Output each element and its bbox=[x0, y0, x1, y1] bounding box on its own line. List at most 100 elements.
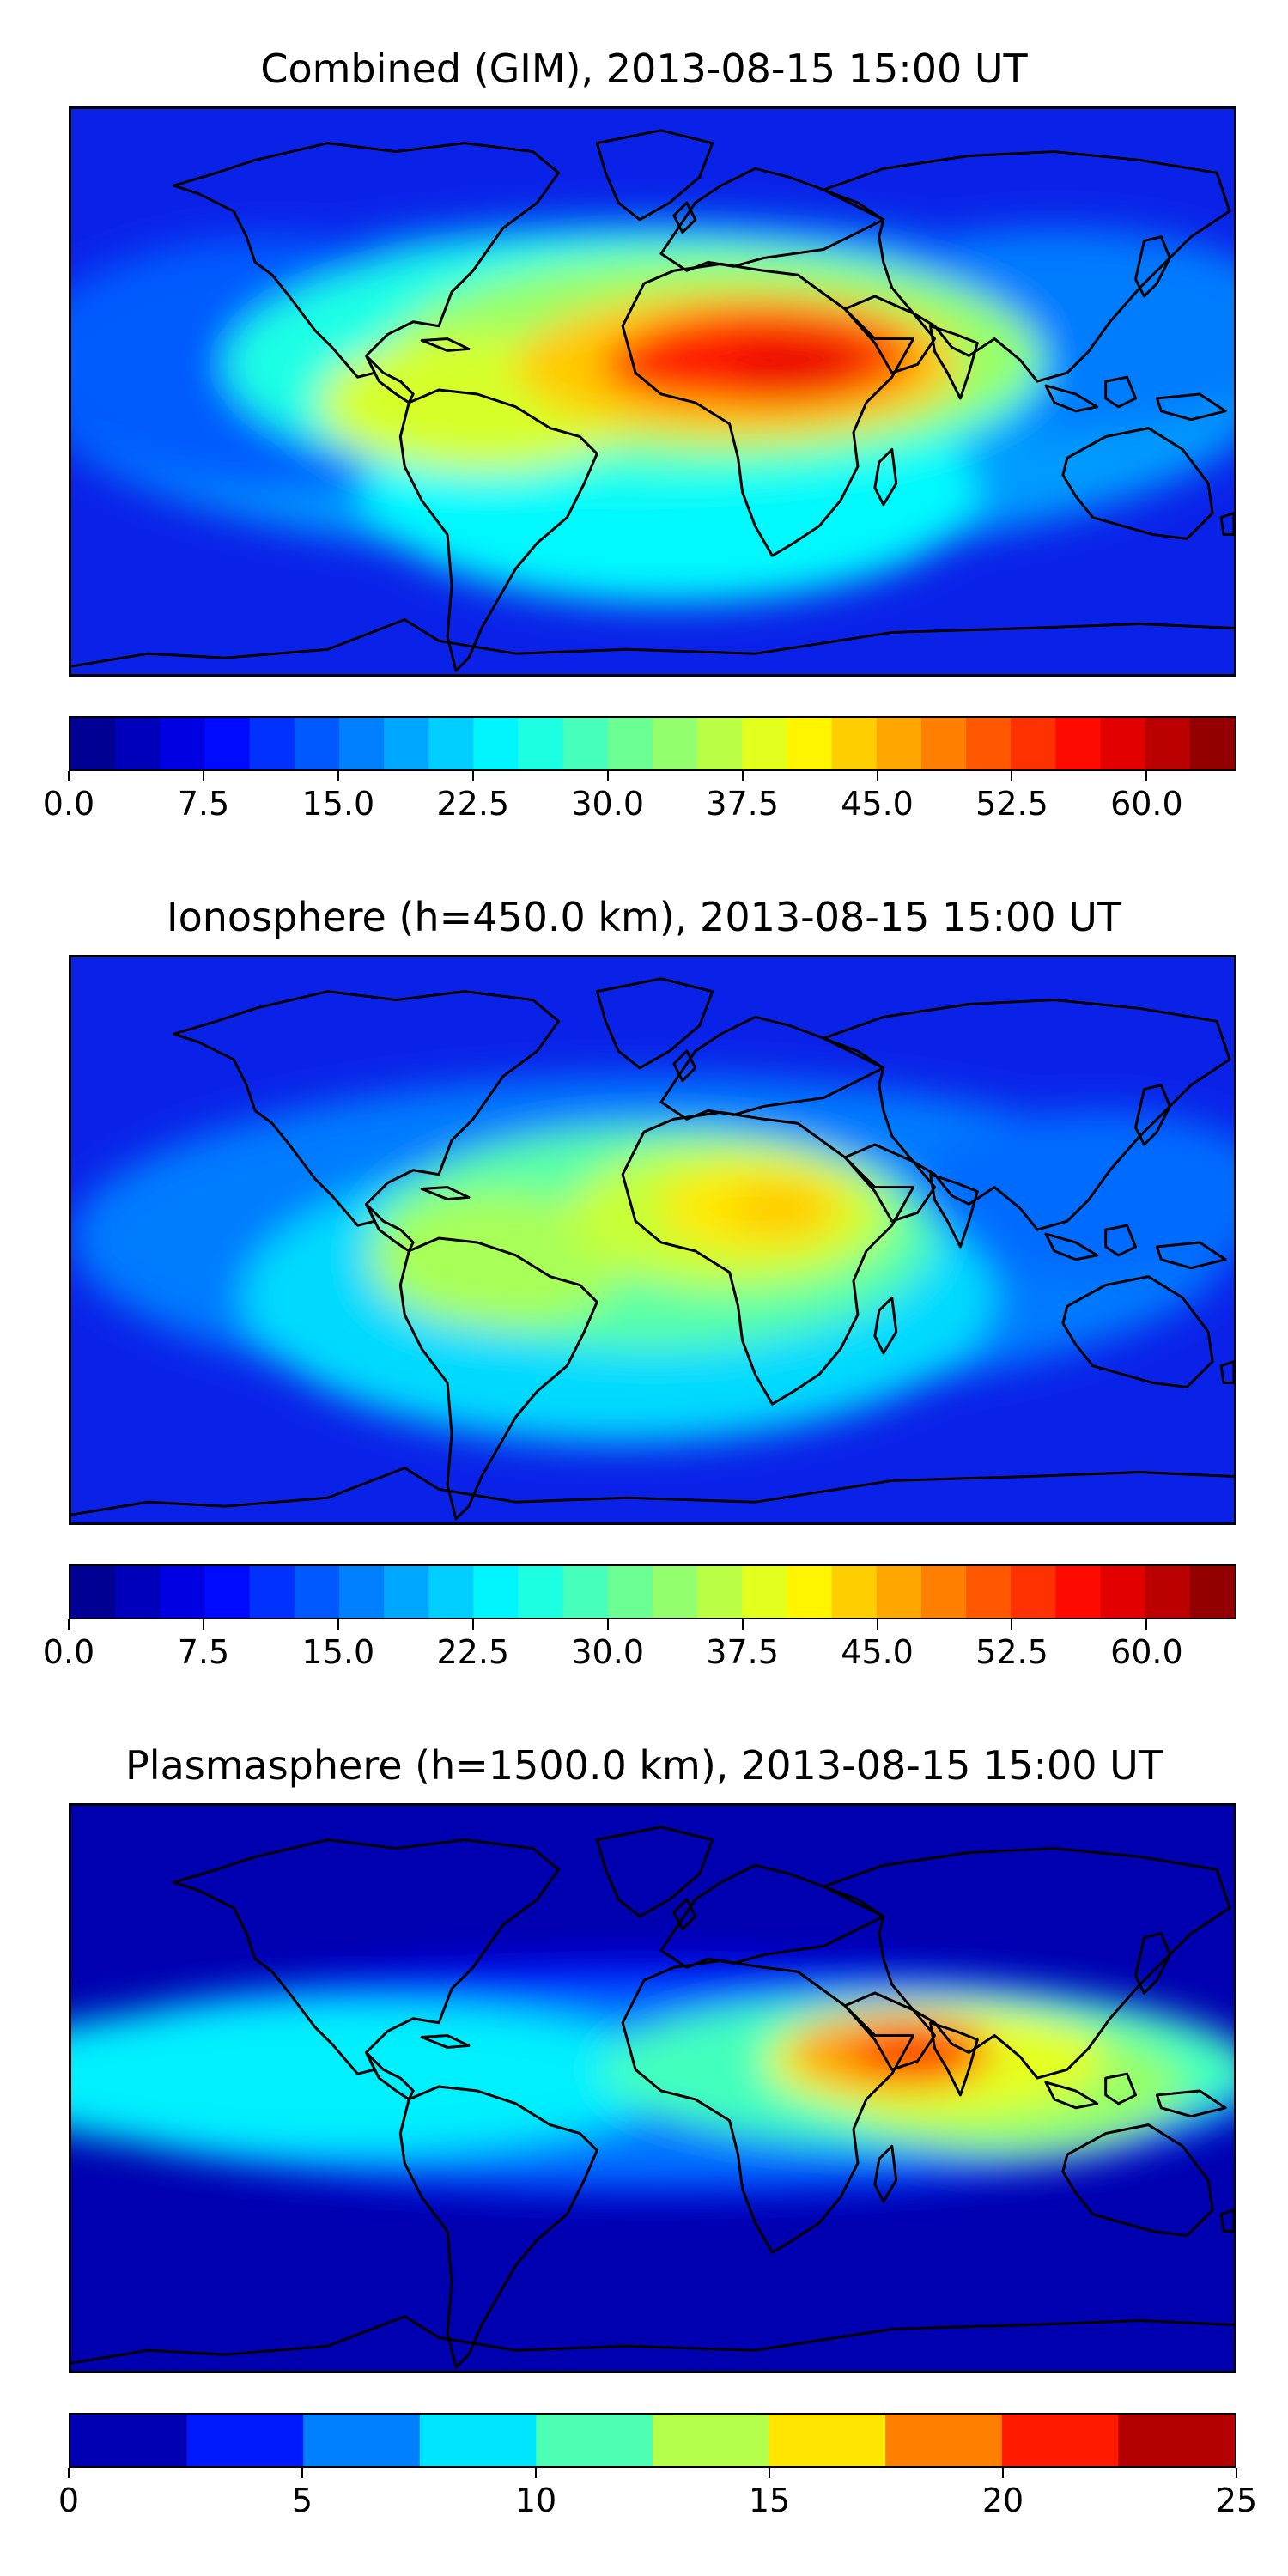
colorbar-swatch bbox=[473, 1566, 519, 1618]
colorbar-tick-mark bbox=[337, 1619, 339, 1630]
colorbar-swatch bbox=[742, 1566, 787, 1618]
colorbar-swatch bbox=[876, 718, 922, 769]
colorbar-tick-label: 30.0 bbox=[571, 785, 644, 823]
colorbar-swatch bbox=[536, 2415, 653, 2466]
colorbar-tick-label: 10 bbox=[514, 2482, 557, 2519]
value-field bbox=[71, 1076, 1234, 1443]
colorbar-swatch bbox=[920, 1566, 967, 1618]
value-contour bbox=[729, 1182, 833, 1235]
colorbar-tick-mark bbox=[202, 1619, 204, 1630]
colorbar-swatch bbox=[1118, 2415, 1235, 2466]
colorbar-tick-label: 0.0 bbox=[42, 1633, 95, 1671]
colorbar-tick-label: 60.0 bbox=[1110, 785, 1183, 823]
colorbar-tick-mark bbox=[1145, 771, 1148, 781]
colorbar-swatch bbox=[428, 1566, 474, 1618]
colorbar-tick-label: 15.0 bbox=[301, 1633, 375, 1671]
colorbar-tick-mark bbox=[741, 1619, 744, 1630]
colorbar-ticks-ionosphere: 0.0 7.5 15.0 22.5 30.0 37.5 45.0 52.5 60.0 bbox=[43, 1619, 1236, 1671]
colorbar-swatch bbox=[204, 1566, 251, 1618]
colorbar-swatch bbox=[607, 1566, 653, 1618]
colorbar-ionosphere bbox=[69, 1564, 1236, 1619]
colorbar-tick-mark bbox=[68, 1619, 70, 1630]
colorbar-tick-mark bbox=[337, 771, 339, 781]
colorbar-swatch bbox=[294, 718, 340, 769]
colorbar-combined bbox=[69, 716, 1236, 771]
map-ionosphere bbox=[69, 955, 1236, 1525]
colorbar-swatch bbox=[562, 718, 609, 769]
value-contour bbox=[729, 334, 866, 394]
colorbar-swatch bbox=[1145, 1566, 1191, 1618]
colorbar-tick-label: 0 bbox=[58, 2482, 80, 2519]
colorbar-tick-label: 0.0 bbox=[42, 785, 95, 823]
colorbar-swatch bbox=[769, 2415, 886, 2466]
colorbar-tick-label: 45.0 bbox=[841, 785, 914, 823]
colorbar-swatch bbox=[607, 718, 653, 769]
colorbar-swatch bbox=[303, 2415, 421, 2466]
colorbar-tick-mark bbox=[1145, 1619, 1148, 1630]
colorbar-tick-mark bbox=[876, 1619, 878, 1630]
value-field bbox=[71, 1959, 1234, 2197]
colorbar-swatch bbox=[1011, 1566, 1056, 1618]
colorbar-swatch bbox=[966, 1566, 1012, 1618]
map-svg-ionosphere bbox=[71, 957, 1234, 1522]
colorbar-swatch bbox=[115, 718, 161, 769]
colorbar-swatch bbox=[160, 718, 205, 769]
colorbar-swatch bbox=[1055, 1566, 1102, 1618]
colorbar-swatch bbox=[419, 2415, 537, 2466]
colorbar-tick-label: 15 bbox=[748, 2482, 791, 2519]
colorbar-swatch bbox=[294, 1566, 340, 1618]
colorbar-tick-label: 52.5 bbox=[975, 785, 1048, 823]
chart-title-ionosphere: Ionosphere (h=450.0 km), 2013-08-15 15:0… bbox=[167, 894, 1121, 940]
colorbar-swatch bbox=[653, 718, 698, 769]
colorbar-tick-label: 5 bbox=[291, 2482, 313, 2519]
colorbar-tick-mark bbox=[876, 771, 878, 781]
colorbar-swatch bbox=[384, 1566, 429, 1618]
value-contour bbox=[908, 1110, 1234, 1281]
chart-title-combined: Combined (GIM), 2013-08-15 15:00 UT bbox=[260, 46, 1028, 92]
colorbar-swatch bbox=[742, 718, 787, 769]
value-field bbox=[71, 219, 1234, 603]
colorbar-tick-label: 22.5 bbox=[436, 1633, 510, 1671]
colorbar-swatch bbox=[787, 1566, 833, 1618]
colorbar-swatch bbox=[384, 718, 429, 769]
colorbar-swatches bbox=[70, 718, 1235, 769]
colorbar-swatch bbox=[1100, 718, 1146, 769]
colorbar-tick-label: 7.5 bbox=[177, 785, 230, 823]
colorbar-swatch bbox=[787, 718, 833, 769]
colorbar-tick-mark bbox=[471, 1619, 474, 1630]
colorbar-swatch bbox=[428, 718, 474, 769]
colorbar-tick-mark bbox=[1011, 771, 1013, 781]
colorbar-swatch bbox=[160, 1566, 205, 1618]
colorbar-tick-mark bbox=[1002, 2468, 1004, 2478]
colorbar-swatch bbox=[1189, 1566, 1235, 1618]
colorbar-plasmasphere bbox=[69, 2413, 1236, 2468]
colorbar-tick-mark bbox=[606, 771, 609, 781]
colorbar-swatch bbox=[186, 2415, 304, 2466]
colorbar-tick-mark bbox=[535, 2468, 537, 2478]
colorbar-tick-mark bbox=[1236, 2468, 1237, 2478]
colorbar-tick-label: 37.5 bbox=[706, 785, 779, 823]
value-contour bbox=[370, 1191, 628, 1328]
colorbar-swatch bbox=[562, 1566, 609, 1618]
colorbar-swatch bbox=[518, 718, 564, 769]
colorbar-swatch bbox=[1100, 1566, 1146, 1618]
colorbar-swatch bbox=[831, 1566, 878, 1618]
colorbar-tick-label: 52.5 bbox=[975, 1633, 1048, 1671]
colorbar-tick-label: 22.5 bbox=[436, 785, 510, 823]
colorbar-swatch bbox=[473, 718, 519, 769]
colorbar-tick-mark bbox=[471, 771, 474, 781]
colorbar-tick-mark bbox=[741, 771, 744, 781]
colorbar-tick-mark bbox=[769, 2468, 770, 2478]
colorbar-swatch bbox=[920, 718, 967, 769]
colorbar-swatch bbox=[115, 1566, 161, 1618]
colorbar-tick-mark bbox=[1011, 1619, 1013, 1630]
colorbar-swatch bbox=[653, 1566, 698, 1618]
colorbar-tick-mark bbox=[68, 2468, 70, 2478]
colorbar-tick-label: 25 bbox=[1215, 2482, 1258, 2519]
map-plasmasphere bbox=[69, 1803, 1236, 2373]
colorbar-swatch bbox=[70, 2415, 188, 2466]
colorbar-swatch bbox=[885, 2415, 1003, 2466]
colorbar-tick-label: 60.0 bbox=[1110, 1633, 1183, 1671]
colorbar-swatch bbox=[1055, 718, 1102, 769]
map-svg-plasmasphere bbox=[71, 1806, 1234, 2371]
